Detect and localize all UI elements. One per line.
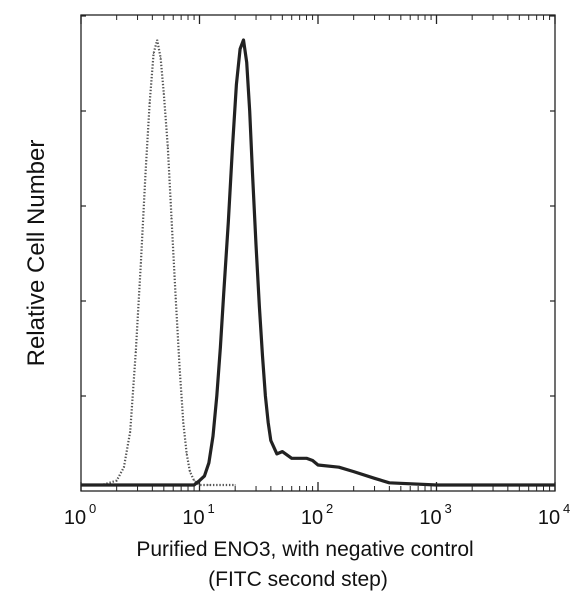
- series-2-point: [299, 457, 301, 459]
- series-2-point: [198, 480, 201, 482]
- series-2-point: [281, 451, 283, 453]
- eno3-stained-curve: [81, 38, 555, 487]
- series-1-point: [234, 484, 236, 486]
- x-tick-label: 10: [419, 507, 441, 529]
- series-2-point: [255, 244, 257, 246]
- x-tick-exponent: 3: [445, 501, 452, 516]
- series-2-point: [305, 457, 308, 459]
- series-2-point: [312, 459, 314, 462]
- series-2-point: [251, 172, 254, 175]
- plot-frame: [80, 14, 556, 492]
- x-tick-label: 10: [538, 507, 560, 529]
- series-1-point: [175, 297, 177, 299]
- x-axis-label: Purified ENO3, with negative control: [136, 538, 473, 561]
- series-2-point: [388, 482, 390, 484]
- series-2-point: [231, 146, 234, 148]
- series-1-point: [116, 480, 118, 482]
- series-2-point: [554, 484, 556, 486]
- series-2-point: [242, 39, 245, 41]
- series-2-point: [338, 466, 340, 468]
- series-1-point: [140, 261, 142, 264]
- series-1-point: [167, 146, 169, 148]
- series-1-point: [153, 52, 155, 55]
- series-2-point: [223, 293, 225, 295]
- series-1-point: [208, 484, 210, 486]
- series-2-point: [246, 61, 248, 63]
- x-axis-label-line-2: (FITC second step): [208, 568, 388, 591]
- series-1-point: [189, 471, 191, 473]
- series-1-point: [179, 368, 181, 370]
- series-2-point: [291, 457, 293, 459]
- series-1-point: [186, 453, 188, 455]
- series-2-point: [353, 471, 355, 473]
- series-layer: [80, 38, 556, 487]
- y-axis-ticks: [81, 15, 555, 397]
- series-2-point: [163, 484, 165, 486]
- series-2-point: [239, 48, 241, 50]
- series-1-point: [182, 422, 184, 424]
- series-1-point: [156, 39, 158, 41]
- x-tick-label: 10: [301, 507, 323, 529]
- series-2-point: [212, 435, 214, 437]
- x-tick-exponent: 4: [563, 501, 570, 516]
- series-2-point: [264, 395, 266, 397]
- series-2-point: [193, 484, 195, 486]
- x-tick-label: 10: [64, 507, 86, 529]
- series-1-point: [160, 57, 162, 59]
- x-tick-exponent: 0: [89, 501, 96, 516]
- series-1-point: [144, 172, 147, 175]
- series-1-point: [129, 431, 131, 433]
- series-1-point: [193, 480, 195, 482]
- series-2-point: [203, 475, 205, 477]
- negative-control-curve: [81, 39, 236, 487]
- series-1-point: [149, 101, 151, 103]
- series-2-point: [219, 346, 221, 348]
- x-tick-exponent: 2: [326, 501, 333, 516]
- x-tick-label: 10: [182, 507, 204, 529]
- series-2-point: [276, 453, 278, 455]
- series-1-point: [135, 350, 137, 353]
- series-1-point: [170, 217, 173, 219]
- x-tick-exponent: 1: [208, 501, 215, 516]
- series-2-point: [227, 221, 229, 223]
- series-2-point: [235, 83, 237, 86]
- series-2-point: [258, 306, 260, 308]
- series-1-point: [198, 484, 201, 486]
- series-2-point: [435, 484, 438, 486]
- series-2-point: [373, 477, 376, 479]
- series-2-point: [249, 110, 251, 112]
- series-2-point: [80, 484, 82, 486]
- series-2-point: [270, 439, 272, 442]
- series-2-point: [317, 464, 319, 466]
- x-axis-minor-ticks: [116, 15, 551, 491]
- series-2-point: [208, 462, 210, 464]
- series-2-point: [261, 355, 264, 357]
- series-2-point: [267, 422, 269, 424]
- series-1-point: [123, 466, 125, 468]
- series-1-point: [163, 92, 165, 94]
- y-axis-label: Relative Cell Number: [23, 140, 50, 367]
- series-2-point: [216, 395, 218, 397]
